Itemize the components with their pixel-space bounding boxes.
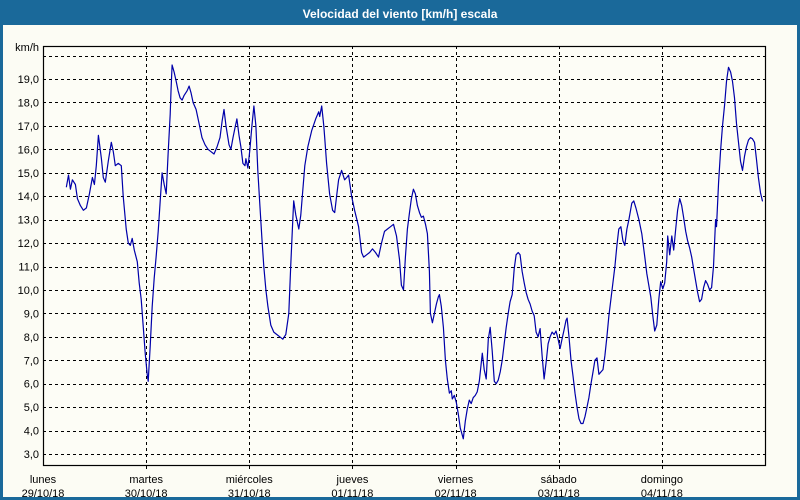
y-gridlines — [43, 56, 765, 455]
x-date-label: 30/10/18 — [125, 488, 168, 500]
x-date-label: 02/11/18 — [435, 488, 477, 500]
x-date-label: 04/11/18 — [641, 488, 683, 500]
x-date-label: 01/11/18 — [331, 488, 373, 500]
y-tick-label: 13,0 — [18, 215, 39, 227]
x-day-label: miércoles — [226, 474, 274, 486]
plot-area — [43, 46, 765, 465]
title-bar: Velocidad del viento [km/h] escala — [3, 3, 797, 25]
wind-speed-line — [65, 64, 764, 440]
y-tick-label: 8,0 — [24, 332, 39, 344]
x-day-label: domingo — [641, 474, 683, 486]
y-tick-label: 5,0 — [24, 402, 39, 414]
plot-border — [42, 45, 767, 467]
x-day-label: lunes — [30, 474, 57, 486]
y-tick-label: 10,0 — [18, 285, 39, 297]
x-day-label: sábado — [541, 474, 577, 486]
y-tick-label: 19,0 — [18, 74, 39, 86]
x-day-label: viernes — [438, 474, 474, 486]
y-tick-label: 7,0 — [24, 355, 39, 367]
y-tick-label: 11,0 — [18, 262, 39, 274]
x-date-label: 03/11/18 — [538, 488, 580, 500]
x-day-label: jueves — [336, 474, 369, 486]
y-tick-label: 9,0 — [24, 308, 39, 320]
y-tick-label: 17,0 — [18, 121, 39, 133]
wind-speed-chart: 3,0 4,0 5,0 6,0 7,0 8,0 9,0 10,0 11,0 12,0 13,0 14,… — [15, 42, 767, 500]
y-tick-label: 3,0 — [24, 449, 39, 461]
y-tick-label: 15,0 — [18, 168, 39, 180]
y-tick-label: 14,0 — [18, 191, 39, 203]
y-tick-label: 4,0 — [24, 426, 39, 438]
x-axis-labels: lunes 29/10/18 martes 30/10/18 miércoles 31/1… — [22, 474, 683, 500]
y-axis-unit-label: km/h — [15, 42, 39, 54]
y-tick-label: 12,0 — [18, 238, 39, 250]
x-day-label: martes — [129, 474, 163, 486]
x-date-label: 31/10/18 — [228, 488, 271, 500]
chart-title: Velocidad del viento [km/h] escala — [302, 7, 498, 21]
y-tick-label: 6,0 — [24, 379, 39, 391]
x-date-label: 29/10/18 — [22, 488, 65, 500]
y-tick-label: 18,0 — [18, 97, 39, 109]
y-tick-label: 16,0 — [18, 144, 39, 156]
y-axis-labels: 3,0 4,0 5,0 6,0 7,0 8,0 9,0 10,0 11,0 12,0 13,0 14,… — [18, 74, 39, 461]
